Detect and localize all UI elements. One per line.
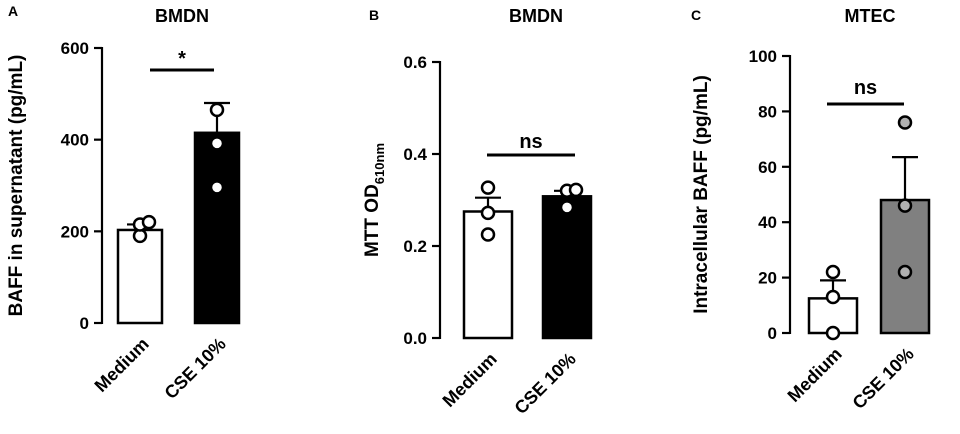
y-tick-label: 80 xyxy=(758,102,777,121)
data-point xyxy=(480,227,496,242)
y-axis-label-main: Intracellular BAFF (pg/mL) xyxy=(691,75,712,314)
y-axis-label-main: MTT OD xyxy=(362,184,383,257)
y-axis-label-main: BAFF in supernatant (pg/mL) xyxy=(6,55,27,317)
panel-letter: B xyxy=(369,7,379,23)
data-point xyxy=(559,200,575,215)
data-point xyxy=(141,214,157,230)
y-tick-label: 0.4 xyxy=(403,145,427,164)
data-point xyxy=(825,264,841,280)
data-point xyxy=(209,102,225,118)
y-axis-label: MTT OD610nm xyxy=(362,143,387,257)
y-tick-label: 20 xyxy=(758,269,777,288)
category-label: CSE 10% xyxy=(510,349,579,418)
data-point xyxy=(897,264,913,280)
data-point xyxy=(825,325,841,341)
data-point xyxy=(568,182,584,198)
y-tick-label: 0 xyxy=(80,314,89,333)
category-label: CSE 10% xyxy=(160,334,229,403)
data-point xyxy=(209,136,225,151)
y-tick-label: 0.0 xyxy=(403,329,427,348)
y-axis-label: BAFF in supernatant (pg/mL) xyxy=(6,55,27,317)
data-point xyxy=(480,205,496,221)
y-tick-label: 0.2 xyxy=(403,237,427,256)
data-point xyxy=(897,115,913,130)
y-axis-label-subscript: 610nm xyxy=(372,143,387,184)
y-tick-label: 60 xyxy=(758,158,777,177)
y-tick-label: 0.6 xyxy=(403,53,427,72)
data-point xyxy=(825,289,841,305)
bar xyxy=(541,195,593,340)
panel-b: B BMDN 0.0 0.2 0.4 0.6 MTT OD610nm Medium CSE 10… xyxy=(362,6,593,418)
significance-label: ns xyxy=(519,131,542,153)
significance-label: * xyxy=(178,48,186,70)
panel-c: C MTEC 0 20 40 60 80 100 Intracellular BAFF (pg/… xyxy=(691,6,931,413)
category-label: Medium xyxy=(91,334,153,396)
y-tick-label: 400 xyxy=(61,131,89,150)
panel-letter: C xyxy=(691,7,701,23)
bar xyxy=(116,228,164,325)
chart-title: BMDN xyxy=(155,6,209,26)
data-point xyxy=(209,180,225,195)
category-label: CSE 10% xyxy=(848,344,917,413)
y-tick-label: 0 xyxy=(768,324,777,343)
panel-letter: A xyxy=(8,3,18,19)
data-point xyxy=(897,198,913,213)
category-label: Medium xyxy=(439,349,501,411)
bar xyxy=(193,131,241,325)
chart-title: MTEC xyxy=(845,6,896,26)
y-tick-label: 100 xyxy=(749,47,777,66)
y-tick-label: 200 xyxy=(61,222,89,241)
y-axis-label: Intracellular BAFF (pg/mL) xyxy=(691,75,712,314)
y-tick-label: 40 xyxy=(758,213,777,232)
panel-a: A BMDN 0 200 400 600 BAFF in supernatant (pg/m… xyxy=(6,3,241,403)
data-point xyxy=(480,180,496,195)
category-label: Medium xyxy=(784,344,846,406)
data-point xyxy=(132,228,148,244)
y-tick-label: 600 xyxy=(61,39,89,58)
significance-label: ns xyxy=(854,77,877,99)
chart-title: BMDN xyxy=(509,6,563,26)
